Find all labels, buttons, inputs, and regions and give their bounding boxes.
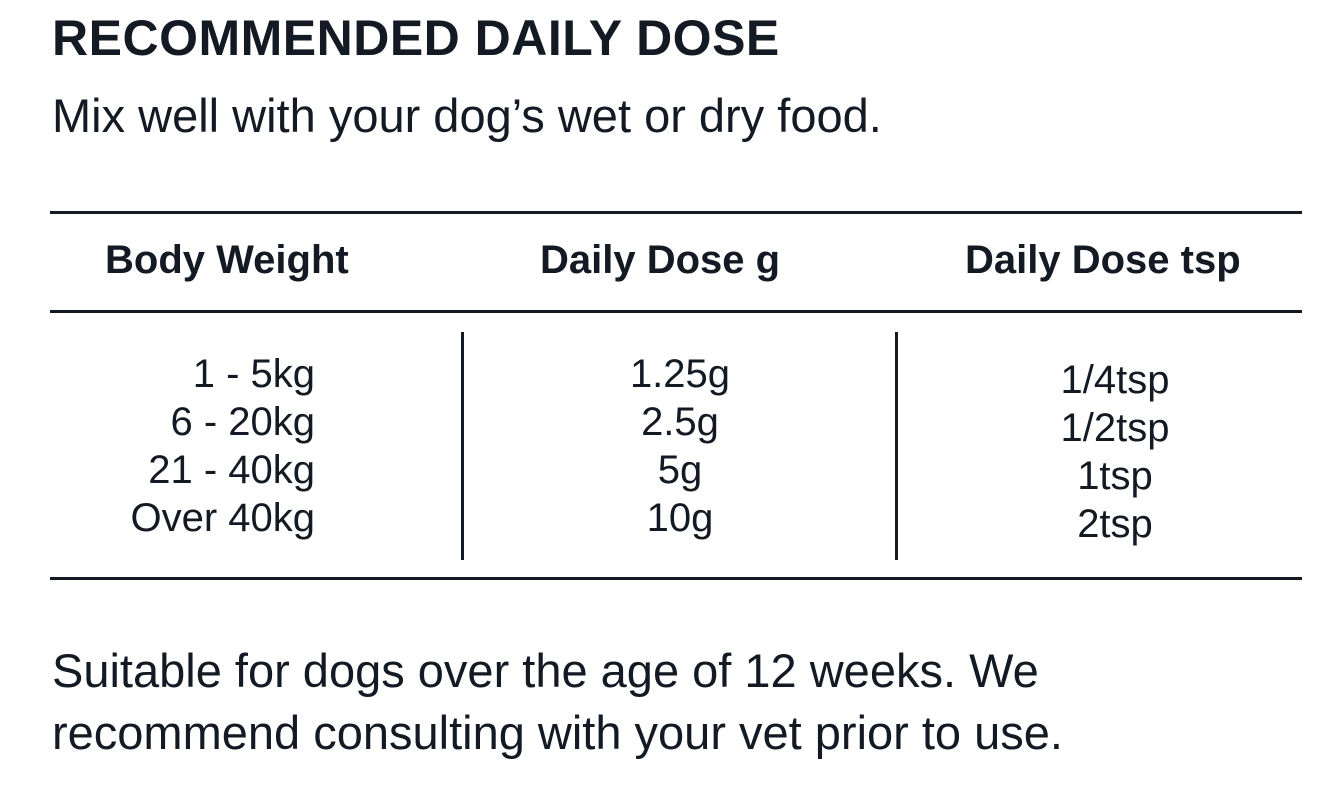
dose-g-cell: 1.25g	[629, 352, 731, 396]
dose-tsp-cell: 1/2tsp	[1060, 406, 1170, 450]
body-weight-cell: 6 - 20kg	[170, 400, 315, 444]
page-title: RECOMMENDED DAILY DOSE	[52, 10, 780, 66]
header-body-weight: Body Weight	[105, 238, 349, 282]
dose-tsp-cell: 2tsp	[1077, 502, 1153, 546]
footnote: Suitable for dogs over the age of 12 wee…	[52, 640, 1282, 764]
body-weight-column: 1 - 5kg 6 - 20kg 21 - 40kg Over 40kg	[70, 350, 315, 542]
header-daily-dose-tsp: Daily Dose tsp	[965, 238, 1241, 282]
table-top-rule	[50, 211, 1302, 214]
body-weight-cell: 1 - 5kg	[192, 352, 315, 396]
daily-dose-tsp-column: 1/4tsp 1/2tsp 1tsp 2tsp	[1030, 356, 1200, 548]
daily-dose-g-column: 1.25g 2.5g 5g 10g	[580, 350, 780, 542]
body-weight-cell: Over 40kg	[130, 496, 315, 540]
footnote-line-1: Suitable for dogs over the age of 12 wee…	[52, 644, 1039, 697]
dose-g-cell: 10g	[646, 496, 714, 540]
body-weight-cell: 21 - 40kg	[148, 448, 315, 492]
column-divider-2	[895, 332, 898, 560]
dose-tsp-cell: 1/4tsp	[1060, 358, 1170, 402]
dose-tsp-cell: 1tsp	[1077, 454, 1153, 498]
header-daily-dose-g: Daily Dose g	[540, 238, 781, 282]
footnote-line-2: recommend consulting with your vet prior…	[52, 706, 1063, 759]
table-bottom-rule	[50, 577, 1302, 580]
table-header-rule	[50, 310, 1302, 313]
column-divider-1	[461, 332, 464, 560]
page-subtitle: Mix well with your dog’s wet or dry food…	[52, 89, 882, 142]
dose-g-cell: 5g	[657, 448, 703, 492]
dose-g-cell: 2.5g	[641, 400, 719, 444]
